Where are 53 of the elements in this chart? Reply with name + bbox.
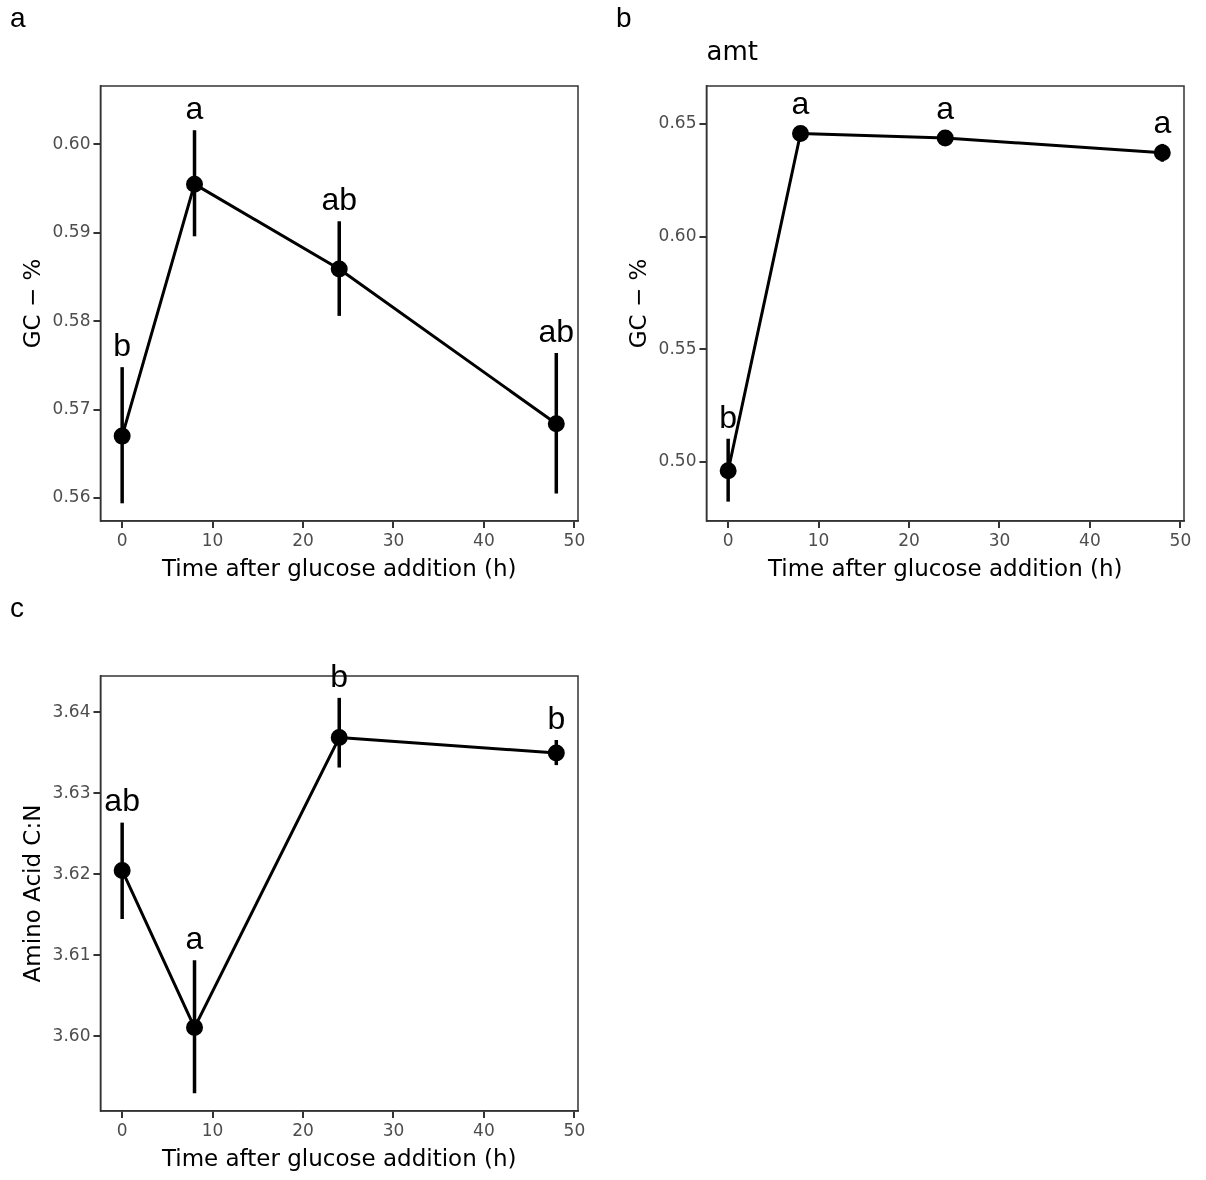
- y-tick-label: 0.60: [658, 224, 697, 245]
- x-axis-title: Time after glucose addition (h): [160, 1145, 517, 1172]
- x-axis-title: Time after glucose addition (h): [160, 555, 517, 582]
- y-tick-label: 3.63: [52, 781, 91, 802]
- text: c: [10, 592, 24, 624]
- x-tick-label: 40: [473, 1119, 495, 1140]
- y-tick-label: 0.55: [658, 337, 697, 358]
- x-tick-label: 30: [382, 1119, 405, 1140]
- chart-title: amt: [706, 36, 758, 66]
- x-tick-label: 30: [988, 529, 1011, 550]
- annotation: b: [547, 699, 566, 736]
- y-tick-label: 3.64: [52, 700, 91, 721]
- annotation: a: [1153, 103, 1172, 140]
- y-tick-label: 0.59: [52, 221, 91, 242]
- x-axis-title: Time after glucose addition (h): [766, 555, 1123, 582]
- x-tick-label: 50: [563, 529, 586, 550]
- x-tick-label: 40: [473, 529, 495, 550]
- x-tick-label: 10: [201, 529, 224, 550]
- x-tick-label: 20: [898, 529, 920, 550]
- x-tick-label: 20: [292, 529, 314, 550]
- x-tick-label: 40: [1079, 529, 1101, 550]
- y-axis-title: GC − %: [624, 258, 651, 349]
- annotation: a: [185, 920, 204, 957]
- y-tick-label: 3.62: [52, 862, 91, 883]
- annotation: b: [719, 398, 738, 435]
- y-tick-label: 0.57: [52, 398, 91, 419]
- x-tick-label: 0: [722, 529, 734, 550]
- annotation: a: [936, 89, 955, 126]
- y-tick-label: 3.60: [52, 1024, 91, 1045]
- y-tick-label: 3.61: [52, 943, 91, 964]
- x-tick-label: 20: [292, 1119, 314, 1140]
- text: a: [10, 2, 26, 34]
- y-tick-label: 0.50: [658, 450, 697, 471]
- x-tick-label: 50: [563, 1119, 586, 1140]
- annotation: b: [113, 326, 132, 363]
- annotation: a: [185, 90, 204, 127]
- y-tick-label: 0.58: [52, 309, 91, 330]
- y-tick-label: 0.60: [52, 132, 91, 153]
- x-tick-label: 10: [201, 1119, 224, 1140]
- annotation: ab: [104, 782, 140, 819]
- x-tick-label: 0: [116, 529, 128, 550]
- annotation: ab: [538, 312, 575, 349]
- annotation: ab: [321, 181, 358, 218]
- x-tick-label: 10: [807, 529, 830, 550]
- annotation: a: [791, 85, 810, 122]
- x-tick-label: 0: [116, 1119, 128, 1140]
- y-axis-title: Amino Acid C:N: [18, 804, 45, 983]
- y-tick-label: 0.65: [658, 112, 697, 133]
- text: b: [616, 2, 632, 34]
- x-tick-label: 50: [1169, 529, 1192, 550]
- y-tick-label: 0.56: [52, 486, 91, 507]
- x-tick-label: 30: [382, 529, 405, 550]
- y-axis-title: GC − %: [18, 258, 45, 349]
